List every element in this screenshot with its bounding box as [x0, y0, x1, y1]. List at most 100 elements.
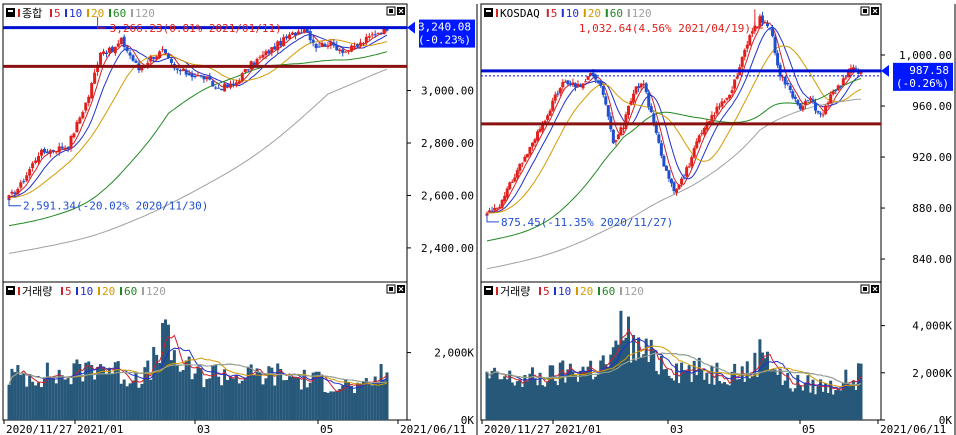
volume-bar [350, 385, 354, 420]
volume-bar [733, 363, 737, 420]
candle-body [175, 68, 179, 70]
candle-body [773, 36, 777, 54]
volume-bar [143, 367, 147, 420]
candle-body [647, 92, 651, 107]
current-price-label: 3,240.08 [418, 21, 471, 34]
volume-bar [687, 365, 691, 420]
candle-body [113, 46, 117, 54]
volume-tick-label: 0K [461, 414, 475, 427]
candle-body [846, 72, 850, 78]
candle-body [51, 149, 55, 152]
ma120-line [486, 98, 862, 270]
candle-body [361, 43, 365, 45]
candle-body [13, 192, 17, 195]
volume-bar [495, 371, 499, 420]
candle-body [199, 74, 203, 76]
candle-body [707, 121, 711, 123]
volume-bar [279, 368, 283, 420]
legend-title: 거래량 [500, 285, 530, 298]
volume-bar [181, 369, 185, 420]
volume-bar [276, 363, 280, 420]
candle-body [536, 131, 540, 141]
volume-bar [705, 372, 709, 420]
legend-ma-marker-5 [546, 9, 549, 17]
candle-body [616, 134, 620, 140]
volume-bar [525, 381, 529, 420]
candle-body [591, 72, 595, 76]
volume-bar [493, 367, 497, 420]
current-price-label-box [419, 19, 475, 48]
legend-window-icon-bar [8, 10, 13, 12]
candle-body [786, 82, 790, 85]
candle-body [604, 96, 608, 105]
volume-bar [84, 362, 88, 420]
candle-body [488, 210, 492, 213]
date-tick-label: 2020/11/27 [484, 423, 550, 435]
candle-body [214, 87, 218, 89]
candle-body [548, 110, 552, 116]
candle-body [164, 49, 168, 54]
volume-bar [208, 378, 212, 420]
volume-bar [34, 385, 38, 420]
legend-ma-120: 120 [632, 7, 652, 20]
candle-body [37, 156, 41, 163]
candle-body [78, 117, 82, 124]
kosdaq-panel: 1,000.00 960.00 920.00 880.00 840.00 987.58(-… [480, 3, 956, 435]
candle-body [205, 77, 209, 80]
candle-body [149, 56, 153, 62]
volume-bar [252, 374, 256, 420]
volume-bar [846, 383, 850, 420]
volume-bar [520, 386, 524, 420]
volume-bar [293, 376, 297, 420]
volume-bar [102, 366, 105, 420]
volume-bar [513, 385, 517, 420]
volume-bar [326, 392, 330, 420]
candle-body [169, 58, 173, 63]
candle-body [518, 163, 522, 171]
volume-bar [720, 383, 724, 420]
candle-body [208, 76, 212, 80]
volume-bar [632, 335, 636, 420]
candle-body [285, 36, 289, 39]
volume-bar [367, 383, 371, 420]
candle-body [508, 182, 512, 190]
volume-bar [664, 368, 668, 420]
legend-ma-marker-10 [554, 287, 556, 295]
candle-body [45, 151, 49, 154]
legend-ma-marker-10 [561, 9, 564, 17]
candle-body [317, 46, 321, 48]
legend-ma-60: 60 [610, 7, 623, 20]
candle-body [702, 128, 706, 135]
legend-ma-10: 10 [558, 285, 571, 298]
volume-bar [155, 354, 159, 420]
legend-ma-marker-120 [131, 9, 133, 17]
candle-body [750, 31, 754, 34]
legend-ma-20: 20 [588, 7, 601, 20]
volume-bar [808, 392, 812, 420]
close-icon [872, 286, 878, 292]
candle-body [705, 122, 709, 130]
volume-bar [510, 382, 514, 420]
candle-body [798, 103, 802, 110]
candle-body [745, 44, 749, 49]
candle-body [834, 90, 838, 92]
candle-body [382, 26, 386, 35]
volume-bar [205, 379, 209, 420]
min-annotation-leader [8, 197, 21, 207]
candle-body [644, 83, 648, 93]
legend-ma-20: 20 [91, 7, 104, 20]
volume-bar [753, 352, 757, 420]
candle-body [358, 42, 362, 46]
volume-bar [302, 369, 306, 420]
candle-body [323, 44, 327, 47]
volume-bar [370, 385, 374, 420]
candle-body [814, 102, 818, 111]
volume-bar [806, 375, 810, 420]
candle-body [662, 155, 666, 167]
candle-body [715, 106, 719, 114]
volume-bar [541, 385, 545, 420]
volume-bar [99, 364, 103, 420]
candle-body [808, 97, 812, 100]
price-plot-frame [480, 3, 882, 283]
price-tick-label: 920.00 [912, 151, 952, 164]
